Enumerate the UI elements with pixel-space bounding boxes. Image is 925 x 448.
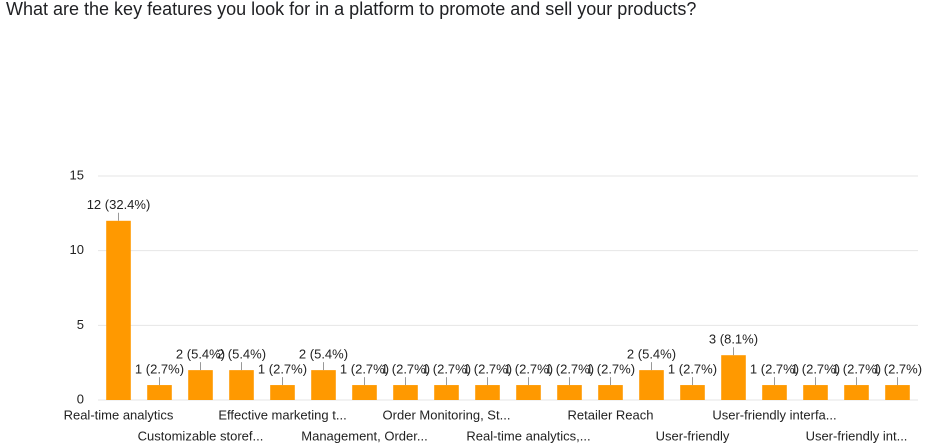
data-label: 1 (2.7%)	[586, 362, 635, 377]
x-tick-label: Order Monitoring, St...	[383, 407, 511, 422]
bar	[598, 385, 623, 400]
bar	[311, 370, 336, 400]
data-label: 2 (5.4%)	[627, 347, 676, 362]
data-label: 1 (2.7%)	[135, 362, 184, 377]
x-tick-label: Real-time analytics	[64, 407, 174, 422]
data-label: 2 (5.4%)	[217, 347, 266, 362]
data-label: 2 (5.4%)	[176, 347, 225, 362]
bar	[147, 385, 172, 400]
x-tick-label: Management, Order...	[301, 428, 427, 443]
bar	[639, 370, 664, 400]
x-tick-label: Customizable storef...	[138, 428, 264, 443]
bar	[721, 355, 746, 400]
bar	[680, 385, 705, 400]
bar	[885, 385, 910, 400]
data-label: 1 (2.7%)	[340, 362, 389, 377]
data-label: 1 (2.7%)	[791, 362, 840, 377]
y-tick-label: 15	[70, 167, 84, 182]
data-label: 1 (2.7%)	[750, 362, 799, 377]
y-tick-label: 5	[77, 317, 84, 332]
y-tick-label: 10	[70, 242, 84, 257]
x-tick-label: Retailer Reach	[568, 407, 654, 422]
data-label: 3 (8.1%)	[709, 332, 758, 347]
data-label: 1 (2.7%)	[463, 362, 512, 377]
data-label: 1 (2.7%)	[422, 362, 471, 377]
bar	[352, 385, 377, 400]
data-label: 1 (2.7%)	[258, 362, 307, 377]
data-label: 1 (2.7%)	[668, 362, 717, 377]
x-tick-label: Real-time analytics,...	[466, 428, 590, 443]
bar	[475, 385, 500, 400]
bar	[844, 385, 869, 400]
x-tick-label: Effective marketing t...	[218, 407, 346, 422]
bar	[270, 385, 295, 400]
data-label: 1 (2.7%)	[832, 362, 881, 377]
data-label: 1 (2.7%)	[873, 362, 922, 377]
question-title: What are the key features you look for i…	[6, 0, 697, 19]
x-tick-label: User-friendly interfa...	[712, 407, 836, 422]
bar	[803, 385, 828, 400]
bar	[762, 385, 787, 400]
data-label: 1 (2.7%)	[545, 362, 594, 377]
data-label: 1 (2.7%)	[381, 362, 430, 377]
data-label: 2 (5.4%)	[299, 347, 348, 362]
y-tick-label: 0	[77, 391, 84, 406]
bar	[393, 385, 418, 400]
data-label: 1 (2.7%)	[504, 362, 553, 377]
x-tick-label: User-friendly	[656, 428, 730, 443]
bar	[106, 220, 131, 400]
bar	[188, 370, 213, 400]
bar	[557, 385, 582, 400]
bar	[516, 385, 541, 400]
bar	[229, 370, 254, 400]
bar	[434, 385, 459, 400]
x-tick-label: User-friendly int...	[806, 428, 908, 443]
data-label: 12 (32.4%)	[87, 197, 151, 212]
